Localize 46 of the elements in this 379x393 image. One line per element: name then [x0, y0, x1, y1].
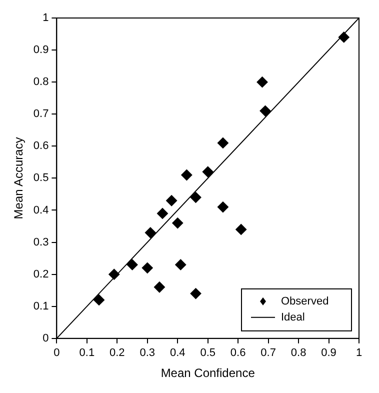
legend-label: Observed: [281, 295, 329, 308]
point: [236, 224, 247, 235]
point: [190, 192, 202, 203]
y-tick-label: 0.1: [33, 300, 49, 312]
point: [217, 137, 228, 148]
y-tick-label: 1: [42, 12, 49, 24]
x-tick-label: 1: [356, 347, 362, 360]
x-tick-label: 0.4: [170, 347, 186, 360]
y-tick-label: 0.5: [33, 172, 49, 184]
legend-label: Ideal: [281, 311, 305, 324]
y-tick-label: 0: [42, 332, 49, 344]
x-tick-label: 0.8: [290, 347, 306, 360]
y-axis-title: Mean Accuracy: [12, 137, 26, 220]
point: [202, 166, 214, 178]
x-tick-label: 0.6: [230, 347, 246, 360]
point: [144, 227, 156, 238]
point: [126, 259, 138, 270]
x-tick-label: 0.1: [79, 347, 95, 360]
point: [217, 202, 228, 213]
point: [260, 105, 271, 116]
y-tick-label: 0.4: [33, 204, 49, 216]
y-tick-label: 0.9: [33, 44, 49, 56]
x-axis-title: Mean Confidence: [160, 366, 256, 380]
x-tick-label: 0.5: [200, 347, 216, 360]
y-tick-label: 0.3: [33, 236, 49, 248]
point: [94, 294, 105, 306]
x-tick-label: 0.9: [321, 347, 336, 360]
x-tick-label: 0.2: [110, 347, 125, 360]
point: [172, 218, 184, 229]
y-tick-label: 0.8: [33, 76, 49, 88]
y-tick-label: 0.7: [33, 108, 49, 120]
point: [108, 268, 120, 280]
x-tick-label: 0: [54, 347, 60, 360]
point: [175, 259, 186, 270]
x-tick-label: 0.7: [260, 347, 276, 360]
point: [190, 288, 202, 300]
point: [181, 169, 192, 180]
point: [157, 208, 168, 219]
point: [166, 195, 178, 206]
point: [256, 76, 268, 88]
point: [338, 32, 350, 43]
y-tick-label: 0.6: [33, 140, 49, 152]
x-tick-label: 0.3: [140, 347, 156, 360]
y-tick-label: 0.2: [33, 268, 49, 280]
point: [154, 282, 165, 293]
point: [142, 262, 153, 274]
